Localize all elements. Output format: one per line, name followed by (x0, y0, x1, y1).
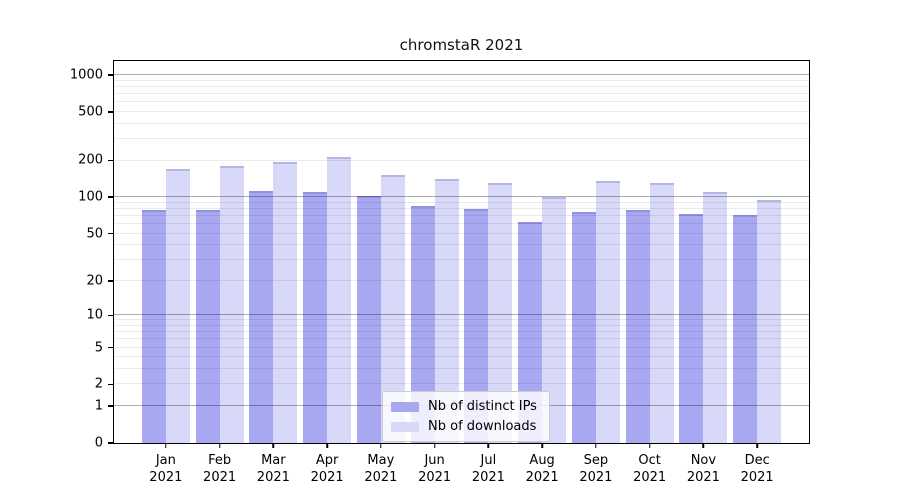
y-gridline-500 (114, 110, 809, 112)
y-tick-10 (107, 314, 113, 317)
bar-nb-of-downloads-dec-2021 (757, 199, 782, 443)
y-tick-label-2: 2 (94, 376, 103, 392)
x-tick-label-apr-2021: Apr 2021 (310, 453, 344, 485)
x-tick-oct-2021 (648, 443, 651, 448)
y-tick-5 (107, 346, 113, 349)
x-tick-label-nov-2021: Nov 2021 (686, 453, 720, 485)
bar-nb-of-distinct-ips-feb-2021 (195, 210, 220, 443)
y-tick-label-0: 0 (94, 435, 103, 451)
legend-row-distinct-ips: Nb of distinct IPs (391, 399, 537, 414)
y-tick-label-10: 10 (86, 307, 103, 323)
x-tick-aug-2021 (541, 443, 543, 448)
bar-nb-of-distinct-ips-sep-2021 (571, 212, 596, 443)
bar-nb-of-downloads-mar-2021 (273, 162, 298, 443)
y-gridline-1000 (114, 73, 809, 75)
bar-nb-of-distinct-ips-may-2021 (356, 196, 381, 443)
bar-nb-of-downloads-jan-2021 (165, 169, 190, 443)
x-tick-label-feb-2021: Feb 2021 (203, 453, 237, 485)
y-gridline-200 (114, 159, 809, 161)
chart-title: chromstaR 2021 (399, 36, 524, 54)
bar-nb-of-distinct-ips-mar-2021 (249, 191, 274, 443)
x-tick-sep-2021 (595, 443, 597, 448)
plot-area: Nb of distinct IPs Nb of downloads 0 1 2 5 1… (70, 60, 810, 485)
y-tick-label-5: 5 (94, 340, 103, 356)
x-tick-dec-2021 (756, 443, 758, 448)
x-tick-label-mar-2021: Mar 2021 (256, 453, 290, 485)
y-tick-label-500: 500 (78, 104, 103, 120)
y-gridline-600 (114, 101, 809, 103)
y-gridline-300 (114, 137, 809, 139)
bar-nb-of-downloads-feb-2021 (219, 166, 244, 443)
x-tick-jul-2021 (487, 443, 490, 448)
x-tick-jun-2021 (433, 443, 436, 448)
legend-swatch-distinct-ips (391, 401, 419, 412)
x-tick-feb-2021 (218, 443, 221, 448)
x-tick-mar-2021 (272, 443, 275, 448)
bar-nb-of-downloads-nov-2021 (703, 192, 728, 443)
bar-nb-of-downloads-sep-2021 (595, 180, 620, 443)
legend-label-distinct-ips: Nb of distinct IPs (428, 399, 537, 414)
y-gridline-700 (114, 92, 809, 94)
y-tick-label-1: 1 (94, 398, 103, 414)
bar-nb-of-distinct-ips-dec-2021 (733, 215, 758, 443)
x-tick-label-jul-2021: Jul 2021 (471, 453, 505, 485)
x-tick-label-oct-2021: Oct 2021 (633, 453, 667, 485)
y-tick-0 (107, 442, 113, 444)
x-tick-label-aug-2021: Aug 2021 (525, 453, 559, 485)
x-tick-label-sep-2021: Sep 2021 (579, 453, 613, 485)
y-tick-200 (107, 159, 113, 162)
y-tick-100 (107, 196, 113, 198)
y-gridline-900 (114, 79, 809, 81)
legend-row-downloads: Nb of downloads (391, 419, 537, 434)
x-tick-apr-2021 (326, 443, 328, 448)
bar-nb-of-distinct-ips-oct-2021 (625, 209, 650, 443)
y-gridline-400 (114, 122, 809, 124)
bar-nb-of-distinct-ips-jan-2021 (141, 210, 166, 443)
y-tick-50 (107, 232, 113, 235)
y-tick-1 (107, 405, 113, 407)
x-tick-label-jun-2021: Jun 2021 (418, 453, 452, 485)
legend: Nb of distinct IPs Nb of downloads (382, 391, 550, 442)
y-tick-label-20: 20 (86, 273, 103, 289)
legend-swatch-downloads (391, 421, 419, 432)
bar-nb-of-distinct-ips-apr-2021 (303, 192, 328, 443)
y-tick-label-50: 50 (86, 226, 103, 242)
x-tick-label-dec-2021: Dec 2021 (740, 453, 774, 485)
y-tick-2 (107, 383, 113, 386)
bar-nb-of-distinct-ips-nov-2021 (679, 214, 704, 443)
legend-label-downloads: Nb of downloads (428, 419, 537, 434)
y-tick-1000 (107, 74, 113, 76)
y-tick-label-1000: 1000 (69, 67, 103, 83)
x-tick-label-jan-2021: Jan 2021 (149, 453, 183, 485)
y-tick-label-200: 200 (78, 152, 103, 168)
x-tick-label-may-2021: May 2021 (364, 453, 398, 485)
y-tick-label-100: 100 (78, 189, 103, 205)
bar-nb-of-downloads-oct-2021 (649, 182, 674, 443)
x-tick-may-2021 (380, 443, 382, 448)
x-tick-jan-2021 (165, 443, 167, 448)
x-tick-nov-2021 (702, 443, 705, 448)
bar-nb-of-downloads-apr-2021 (327, 157, 352, 443)
y-tick-20 (107, 280, 113, 282)
y-tick-500 (107, 111, 113, 113)
y-gridline-800 (114, 85, 809, 87)
